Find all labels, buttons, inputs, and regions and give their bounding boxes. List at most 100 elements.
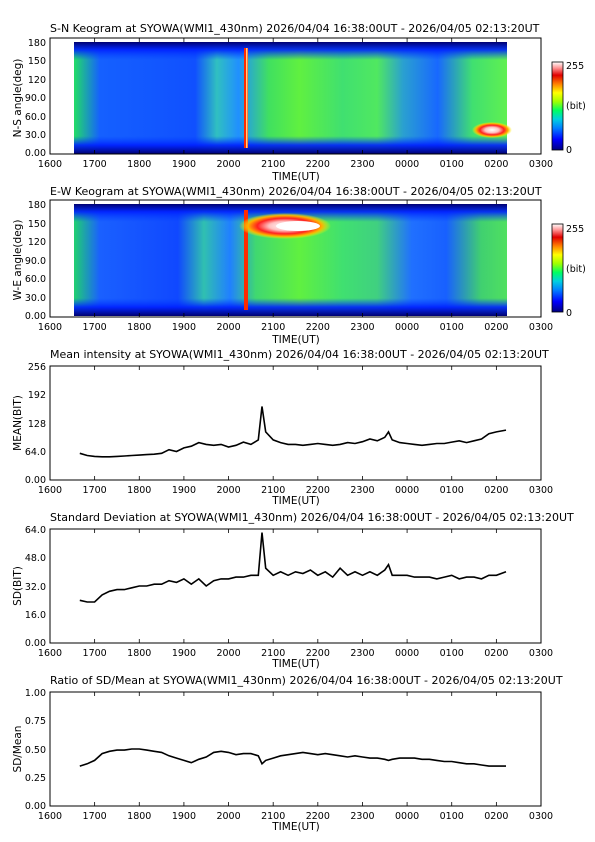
x-tick-label: 0000 (395, 811, 419, 822)
ew-ytick: 150 (28, 219, 46, 230)
ew-colorbar: 255 (bit) 0 (552, 224, 586, 319)
x-tick-label: 2100 (261, 322, 285, 333)
x-tick-label: 1800 (127, 485, 151, 496)
ratio-xlabel: TIME(UT) (271, 821, 320, 833)
x-tick-label: 1800 (127, 322, 151, 333)
x-tick-label: 1600 (38, 322, 62, 333)
x-tick-label: 1700 (83, 159, 107, 170)
x-tick-label: 2100 (261, 159, 285, 170)
mean-ytick: 128 (28, 419, 46, 430)
sn-ytick: 150 (28, 56, 46, 67)
sn-colorbar-min: 0 (566, 145, 572, 156)
ratio-yticks: 1.00 0.75 0.50 0.25 0.00 (25, 688, 46, 812)
x-tick-label: 2000 (216, 322, 240, 333)
x-tick-label: 2300 (350, 648, 374, 659)
ew-keogram-yticks: 180 150 120 90.0 60.0 30.0 0.00 (25, 200, 46, 322)
sd-ytick: 48.0 (25, 553, 46, 564)
x-tick-label: 0300 (529, 485, 553, 496)
x-tick-label: 0100 (440, 648, 464, 659)
x-tick-label: 0200 (484, 811, 508, 822)
sn-ytick: 30.0 (25, 130, 46, 141)
mean-ytick: 64.0 (25, 447, 46, 458)
x-tick-label: 0300 (529, 648, 553, 659)
sn-ytick: 90.0 (25, 93, 46, 104)
sn-keogram-title: S-N Keogram at SYOWA(WMI1_430nm) 2026/04… (50, 22, 540, 35)
x-tick-label: 0100 (440, 485, 464, 496)
ew-keogram-image (74, 204, 507, 316)
sn-keogram-ylabel: N-S angle(deg) (12, 59, 24, 138)
ew-ytick: 0.00 (25, 311, 46, 322)
x-tick-label: 1700 (83, 648, 107, 659)
ew-colorbar-min: 0 (566, 308, 572, 319)
mean-chart-title: Mean intensity at SYOWA(WMI1_430nm) 2026… (50, 348, 549, 361)
x-tick-label: 0200 (484, 648, 508, 659)
sd-ytick: 64.0 (25, 525, 46, 536)
x-tick-label: 0300 (529, 811, 553, 822)
sn-colorbar: 255 (bit) 0 (552, 61, 586, 156)
x-tick-label: 2300 (350, 811, 374, 822)
sd-chart-frame (50, 529, 541, 643)
mean-ytick: 192 (28, 390, 46, 401)
ratio-ylabel: SD/Mean (12, 726, 24, 773)
mean-ytick: 256 (28, 362, 46, 373)
x-tick-label: 1800 (127, 159, 151, 170)
sd-yticks: 64.0 48.0 32.0 16.0 0.00 (25, 525, 46, 649)
x-tick-label: 1700 (83, 811, 107, 822)
x-tick-label: 1900 (172, 485, 196, 496)
x-tick-label: 1900 (172, 322, 196, 333)
ew-keogram-xlabel: TIME(UT) (271, 334, 320, 346)
x-tick-label: 0200 (484, 322, 508, 333)
ew-colorbar-unit: (bit) (566, 264, 586, 275)
x-tick-label: 2200 (306, 159, 330, 170)
ratio-chart-title: Ratio of SD/Mean at SYOWA(WMI1_430nm) 20… (50, 674, 563, 687)
x-tick-label: 0100 (440, 159, 464, 170)
x-tick-label: 0200 (484, 485, 508, 496)
sn-keogram-yticks: 180 150 120 90.0 60.0 30.0 0.00 (25, 38, 46, 159)
x-tick-label: 2000 (216, 159, 240, 170)
sn-ytick: 0.00 (25, 148, 46, 159)
x-tick-label: 0000 (395, 648, 419, 659)
x-tick-label: 0300 (529, 159, 553, 170)
ew-ytick: 120 (28, 237, 46, 248)
x-tick-label: 2000 (216, 811, 240, 822)
x-tick-label: 1600 (38, 159, 62, 170)
x-tick-label: 1800 (127, 648, 151, 659)
mean-chart-frame (50, 366, 541, 480)
x-tick-label: 0100 (440, 811, 464, 822)
x-tick-label: 0000 (395, 485, 419, 496)
ew-ytick: 30.0 (25, 293, 46, 304)
x-tick-label: 2300 (350, 159, 374, 170)
sd-ylabel: SD(BIT) (12, 566, 24, 606)
ew-keogram-title: E-W Keogram at SYOWA(WMI1_430nm) 2026/04… (50, 185, 542, 198)
x-tick-label: 1900 (172, 648, 196, 659)
x-tick-label: 1900 (172, 811, 196, 822)
ew-ytick: 60.0 (25, 274, 46, 285)
x-tick-label: 1600 (38, 485, 62, 496)
sn-ytick: 60.0 (25, 112, 46, 123)
x-tick-label: 1600 (38, 648, 62, 659)
x-tick-label: 1800 (127, 811, 151, 822)
ratio-chart-frame (50, 692, 541, 806)
x-tick-label: 2300 (350, 485, 374, 496)
sn-ytick: 180 (28, 38, 46, 49)
x-tick-label: 0000 (395, 322, 419, 333)
sn-colorbar-unit: (bit) (566, 101, 586, 112)
sd-chart-title: Standard Deviation at SYOWA(WMI1_430nm) … (50, 511, 574, 524)
sn-keogram-image (74, 42, 512, 154)
x-tick-label: 2300 (350, 322, 374, 333)
sn-colorbar-max: 255 (566, 61, 584, 72)
mean-yticks: 256 192 128 64.0 0.00 (25, 362, 46, 486)
ew-ytick: 180 (28, 200, 46, 211)
x-tick-label: 2000 (216, 648, 240, 659)
ratio-ytick: 0.50 (25, 745, 46, 756)
ratio-ytick: 0.75 (25, 716, 46, 727)
x-tick-label: 0100 (440, 322, 464, 333)
x-tick-label: 1900 (172, 159, 196, 170)
x-tick-label: 1700 (83, 485, 107, 496)
sn-ytick: 120 (28, 75, 46, 86)
x-tick-label: 0300 (529, 322, 553, 333)
ratio-ytick: 0.25 (25, 773, 46, 784)
ew-keogram-ylabel: W-E angle(deg) (12, 220, 24, 301)
x-tick-label: 0200 (484, 159, 508, 170)
